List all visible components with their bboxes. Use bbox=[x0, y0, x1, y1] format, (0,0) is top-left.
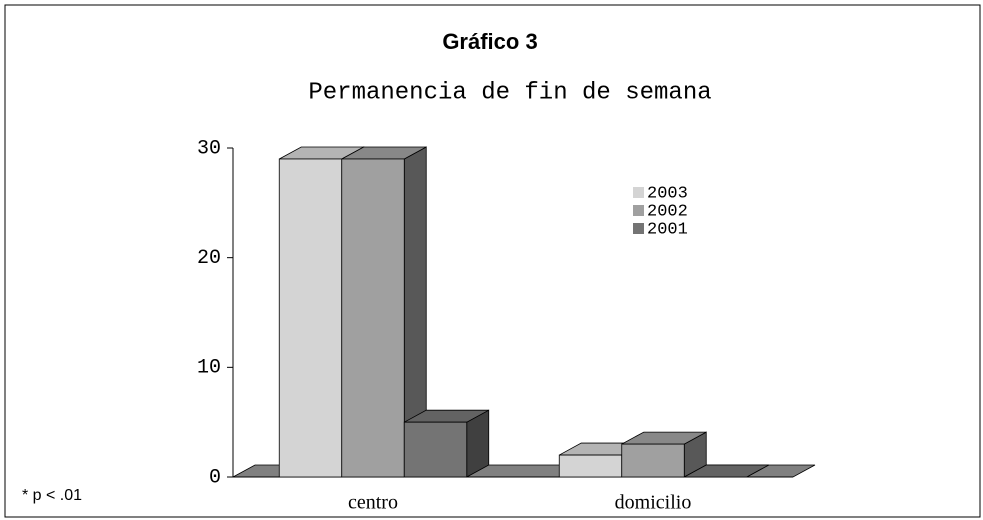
chart-subtitle: Permanencia de fin de semana bbox=[308, 79, 711, 106]
y-tick-label: 0 bbox=[209, 466, 221, 489]
legend-swatch bbox=[633, 205, 644, 216]
x-tick-label: domicilio bbox=[615, 492, 692, 514]
legend-swatch bbox=[633, 187, 644, 198]
bar-top bbox=[684, 464, 769, 478]
y-tick-label: 30 bbox=[197, 137, 221, 160]
y-tick-label: 10 bbox=[197, 357, 221, 380]
bar bbox=[341, 158, 405, 478]
note: * p < .01 bbox=[22, 487, 82, 504]
x-tick-label: centro bbox=[348, 492, 398, 514]
frame bbox=[4, 4, 981, 518]
legend-swatch bbox=[633, 223, 644, 234]
legend-label: 2002 bbox=[647, 202, 688, 221]
legend-label: 2003 bbox=[647, 184, 688, 203]
legend-label: 2001 bbox=[647, 220, 688, 239]
y-tick-label: 20 bbox=[197, 247, 221, 270]
bar bbox=[621, 443, 685, 478]
chart-title: Gráfico 3 bbox=[442, 29, 537, 54]
bar bbox=[558, 454, 623, 478]
bar bbox=[403, 421, 468, 478]
bar bbox=[278, 158, 343, 478]
